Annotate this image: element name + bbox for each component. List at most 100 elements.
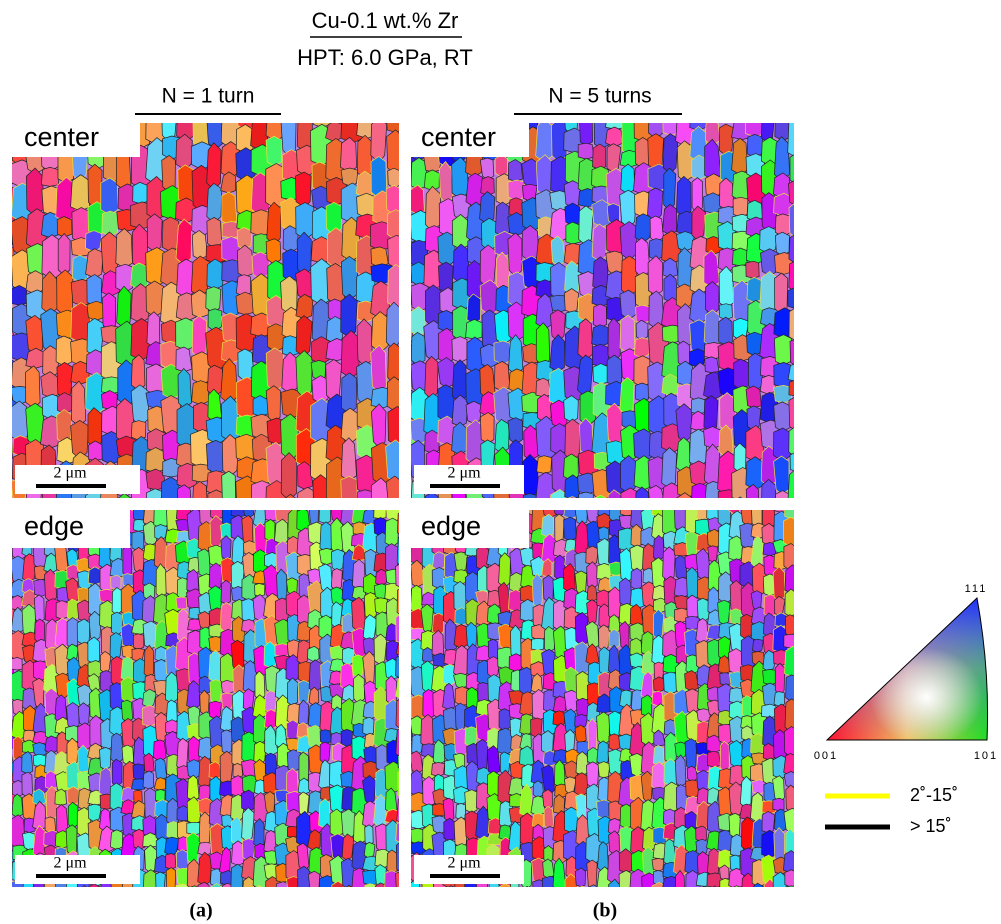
grain: [522, 183, 538, 202]
grain: [198, 784, 212, 803]
grain: [785, 674, 794, 703]
grain: [597, 761, 611, 779]
grain: [132, 546, 145, 575]
grain: [34, 618, 46, 645]
column-label: N = 5 turns: [548, 85, 651, 108]
grain: [21, 751, 34, 775]
grain: [738, 496, 743, 498]
grain: [784, 698, 794, 734]
grain: [101, 390, 118, 410]
grain: [25, 314, 44, 355]
grain: [432, 551, 446, 571]
grain: [254, 670, 266, 701]
grain: [634, 337, 651, 359]
grain: [384, 582, 399, 602]
grain: [453, 816, 469, 849]
grain: [87, 163, 103, 209]
grain: [648, 123, 664, 140]
grain: [373, 633, 388, 666]
subtitle: HPT: 6.0 GPa, RT: [297, 45, 473, 70]
grain: [0, 698, 11, 720]
grain: [65, 824, 78, 857]
grain: [508, 334, 524, 376]
grain: [577, 318, 594, 361]
grain: [66, 617, 80, 650]
ipf-corner: 111: [965, 583, 988, 595]
grain: [451, 394, 468, 427]
grain: [532, 812, 545, 829]
grain: [784, 510, 794, 520]
grain: [142, 704, 157, 727]
grain: [66, 702, 80, 731]
grain: [1, 581, 12, 596]
grain: [375, 568, 389, 586]
grain: [618, 870, 634, 887]
grain: [0, 885, 12, 900]
grain: [175, 518, 190, 533]
grain: [485, 123, 494, 125]
grain: [130, 420, 147, 441]
grain: [543, 806, 554, 830]
panel-label: center: [421, 122, 496, 152]
grain: [480, 412, 495, 444]
grain: [661, 447, 677, 489]
grain: [453, 243, 470, 285]
grain: [12, 719, 14, 734]
grain: [282, 335, 299, 357]
grain: [563, 510, 578, 520]
grain: [466, 293, 482, 325]
grain: [411, 719, 414, 742]
grain: [44, 816, 57, 834]
grain: [386, 129, 399, 176]
grain: [220, 535, 232, 561]
column-label: N = 1 turn: [162, 85, 255, 108]
grain: [121, 699, 134, 723]
grain: [774, 136, 790, 183]
grain: [718, 424, 734, 458]
grain: [353, 673, 365, 705]
grain: [296, 722, 308, 738]
grain: [788, 203, 794, 237]
grain: [530, 638, 545, 651]
grain: [772, 871, 788, 887]
grain: [386, 510, 399, 522]
grain: [732, 247, 748, 267]
grain: [712, 885, 717, 887]
grain: [66, 598, 79, 621]
grain: [318, 798, 331, 829]
grain: [507, 159, 523, 182]
grain: [620, 487, 641, 498]
grain: [12, 440, 13, 459]
grain: [651, 761, 666, 792]
panel-label: edge: [24, 511, 84, 541]
grain: [12, 123, 13, 136]
grain: [411, 608, 413, 626]
grain: [265, 347, 284, 393]
grain: [132, 181, 150, 204]
grain: [752, 882, 765, 887]
grain: [12, 285, 27, 306]
grain: [486, 656, 500, 679]
grain: [230, 639, 245, 673]
grain: [130, 262, 148, 290]
grain: [66, 737, 79, 766]
grain: [789, 154, 794, 184]
grain: [395, 871, 399, 887]
grain: [131, 800, 146, 820]
grain: [275, 881, 290, 887]
grain: [788, 261, 794, 292]
grain: [192, 480, 208, 498]
grain: [519, 745, 534, 767]
grain: [208, 562, 223, 592]
grain: [32, 788, 47, 806]
grain: [783, 807, 794, 835]
grain: [362, 716, 375, 736]
grain: [250, 123, 269, 151]
grain: [703, 395, 719, 434]
grain: [387, 342, 399, 386]
grain: [745, 260, 760, 279]
grain: [662, 546, 676, 583]
grain: [154, 620, 169, 652]
grain: [784, 645, 794, 678]
grain: [362, 614, 378, 643]
